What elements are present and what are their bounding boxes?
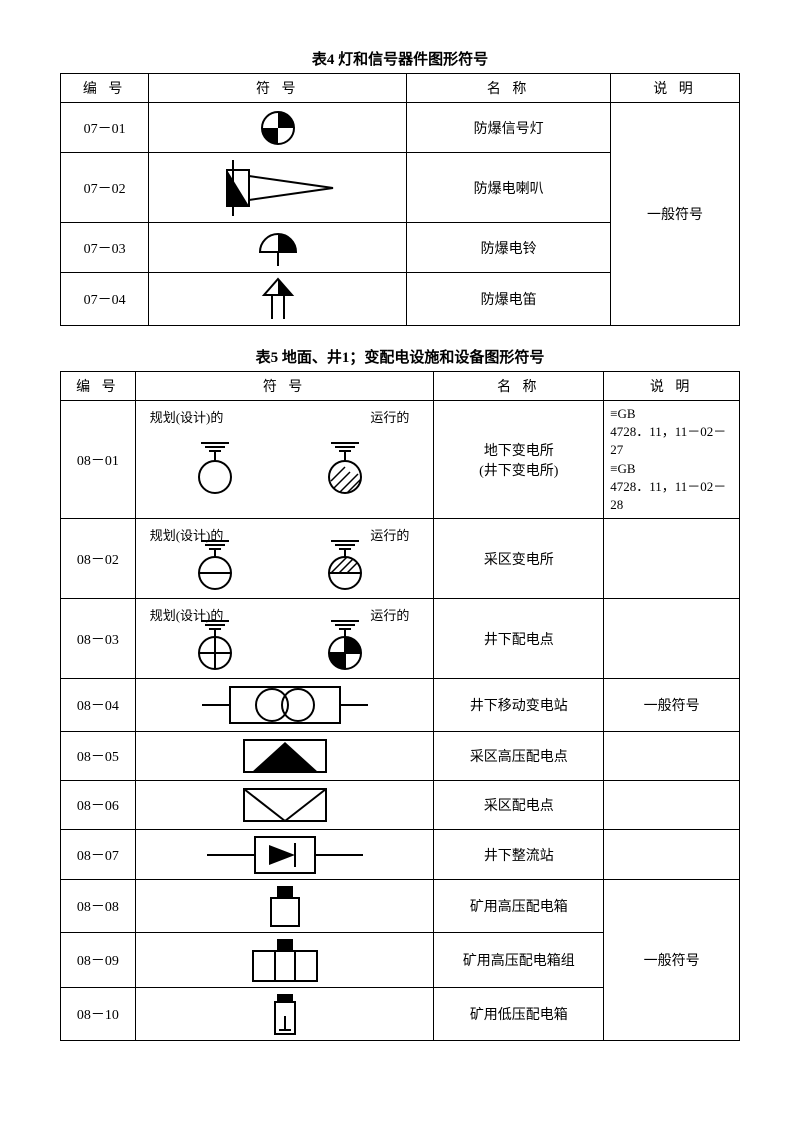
cell-desc-merged: 一般符号: [610, 103, 739, 326]
cell-num: 07－03: [61, 223, 149, 273]
cell-num: 08－03: [61, 599, 136, 679]
cell-desc-merged: 一般符号: [604, 880, 740, 1041]
siren-icon: [258, 277, 298, 321]
cell-name: 防爆电喇叭: [407, 153, 611, 223]
cell-num: 07－01: [61, 103, 149, 153]
th-desc: 说 明: [604, 372, 740, 401]
cell-num: 08－08: [61, 880, 136, 933]
dist-point-icon: [240, 785, 330, 825]
cell-name: 井下整流站: [434, 830, 604, 880]
table-row: 08－04 井下移动变电站 一般符号: [61, 679, 740, 732]
cell-sym: [135, 988, 434, 1041]
cell-name: 地下变电所 (井下变电所): [434, 401, 604, 519]
th-sym: 符 号: [149, 74, 407, 103]
cell-name: 矿用高压配电箱组: [434, 933, 604, 988]
th-sym: 符 号: [135, 372, 434, 401]
substation1-icon: [165, 425, 405, 495]
table-row: 08－08 矿用高压配电箱 一般符号: [61, 880, 740, 933]
cell-name: 采区配电点: [434, 781, 604, 830]
cell-name: 防爆电铃: [407, 223, 611, 273]
table4: 编 号 符 号 名 称 说 明 07－01 防爆信号灯 一般符号 07－02: [60, 73, 740, 326]
cell-num: 08－09: [61, 933, 136, 988]
cell-num: 08－05: [61, 732, 136, 781]
label-running: 运行的: [370, 605, 409, 624]
table-row: 07－01 防爆信号灯 一般符号: [61, 103, 740, 153]
cell-desc: 一般符号: [604, 679, 740, 732]
cell-name: 矿用低压配电箱: [434, 988, 604, 1041]
cell-name: 采区变电所: [434, 519, 604, 599]
hv-box-group-icon: [245, 937, 325, 983]
cell-sym: [149, 103, 407, 153]
lamp-icon: [258, 108, 298, 148]
table5: 编 号 符 号 名 称 说 明 08－01 规划(设计)的 运行的: [60, 371, 740, 1041]
cell-desc: [604, 732, 740, 781]
table4-title: 表4 灯和信号器件图形符号: [60, 48, 740, 69]
label-running: 运行的: [370, 525, 409, 544]
cell-num: 08－02: [61, 519, 136, 599]
label-running: 运行的: [370, 407, 409, 426]
cell-sym: [135, 830, 434, 880]
cell-sym: [149, 223, 407, 273]
cell-sym: [135, 933, 434, 988]
bell-icon: [256, 228, 300, 268]
table5-header-row: 编 号 符 号 名 称 说 明: [61, 372, 740, 401]
cell-name: 矿用高压配电箱: [434, 880, 604, 933]
th-name: 名 称: [434, 372, 604, 401]
hv-box-icon: [265, 884, 305, 928]
lv-box-icon: [271, 992, 299, 1036]
cell-num: 08－01: [61, 401, 136, 519]
label-planned: 规划(设计)的: [150, 407, 224, 426]
cell-name: 防爆电笛: [407, 273, 611, 326]
th-num: 编 号: [61, 372, 136, 401]
table-row: 08－01 规划(设计)的 运行的: [61, 401, 740, 519]
cell-desc: [604, 519, 740, 599]
cell-num: 07－02: [61, 153, 149, 223]
cell-num: 07－04: [61, 273, 149, 326]
cell-name: 采区高压配电点: [434, 732, 604, 781]
label-planned: 规划(设计)的: [150, 605, 224, 624]
cell-sym: [149, 273, 407, 326]
hv-point-icon: [240, 736, 330, 776]
cell-desc: [604, 830, 740, 880]
table4-header-row: 编 号 符 号 名 称 说 明: [61, 74, 740, 103]
rectifier-icon: [205, 835, 365, 875]
table-row: 08－02 规划(设计)的 运行的: [61, 519, 740, 599]
cell-num: 08－10: [61, 988, 136, 1041]
cell-sym: 规划(设计)的 运行的: [135, 599, 434, 679]
table-row: 08－07 井下整流站: [61, 830, 740, 880]
cell-num: 08－04: [61, 679, 136, 732]
th-desc: 说 明: [610, 74, 739, 103]
table-row: 08－05 采区高压配电点: [61, 732, 740, 781]
cell-sym: 规划(设计)的 运行的: [135, 401, 434, 519]
mobile-substation-icon: [200, 683, 370, 727]
th-name: 名 称: [407, 74, 611, 103]
cell-desc: [604, 599, 740, 679]
cell-name: 井下配电点: [434, 599, 604, 679]
cell-sym: [135, 679, 434, 732]
cell-name: 井下移动变电站: [434, 679, 604, 732]
label-planned: 规划(设计)的: [150, 525, 224, 544]
cell-sym: [149, 153, 407, 223]
cell-desc: ≡GB 4728．11，11－02－27 ≡GB 4728．11，11－02－2…: [604, 401, 740, 519]
cell-num: 08－06: [61, 781, 136, 830]
cell-sym: [135, 732, 434, 781]
cell-sym: 规划(设计)的 运行的: [135, 519, 434, 599]
table5-title: 表5 地面、井1；变配电设施和设备图形符号: [60, 346, 740, 367]
table-row: 08－06 采区配电点: [61, 781, 740, 830]
horn-icon: [213, 158, 343, 218]
cell-sym: [135, 781, 434, 830]
table-row: 08－03 规划(设计)的 运行的: [61, 599, 740, 679]
cell-num: 08－07: [61, 830, 136, 880]
cell-name: 防爆信号灯: [407, 103, 611, 153]
cell-desc: [604, 781, 740, 830]
th-num: 编 号: [61, 74, 149, 103]
cell-sym: [135, 880, 434, 933]
